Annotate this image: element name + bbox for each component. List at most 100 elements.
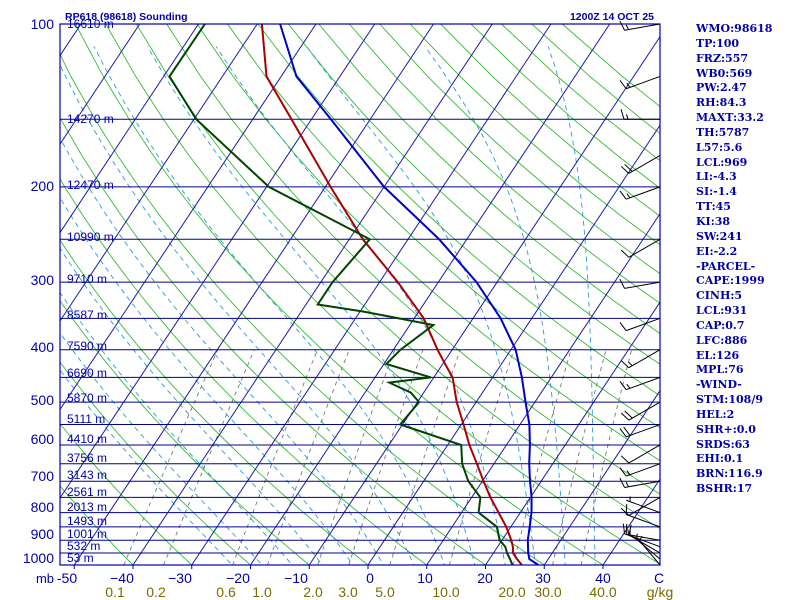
dry-adiabat-line (60, 53, 546, 565)
wind-barb (620, 109, 660, 120)
wind-barb (619, 75, 661, 90)
wind-barb-flag (619, 467, 627, 477)
wind-barb-half-flag (626, 193, 631, 199)
wind-barb (619, 278, 661, 289)
index-entry: RH:84.3 (696, 96, 747, 110)
wind-barb (619, 424, 661, 438)
wind-barb (620, 444, 661, 464)
thermodynamic-grid (0, 24, 660, 565)
index-entry: TP:100 (696, 36, 740, 50)
mixing-ratio-unit-label: g/kg (647, 584, 673, 600)
wind-barb-staff (624, 23, 661, 31)
mixing-ratio-label: 0.2 (146, 584, 166, 600)
isotherm-line (308, 35, 660, 565)
index-entry: SHR+:0.0 (696, 422, 756, 436)
pressure-label: 900 (31, 526, 55, 542)
temp-label: 40 (595, 570, 611, 586)
wind-barb-flag (619, 278, 625, 289)
index-entry: LCL:969 (696, 155, 748, 169)
wind-barb (626, 496, 661, 514)
isotherm-line (367, 124, 660, 565)
height-label: 1493 m (67, 514, 107, 528)
height-labels: 16610 m 14270 m 12470 m 10990 m 9710 m 8… (67, 17, 114, 565)
dry-adiabat-line (379, 24, 660, 275)
index-entry: WB0:569 (696, 66, 753, 80)
wind-barb-staff (628, 401, 661, 421)
mixing-ratio-label: 2.0 (303, 584, 323, 600)
temp-label: 30 (535, 570, 551, 586)
index-entry: CINH:5 (696, 289, 743, 303)
isotherm-line (60, 24, 258, 322)
pressure-label: 200 (31, 178, 55, 194)
pressure-label: 600 (31, 431, 55, 447)
sounding-indices-panel: WMO:98618 TP:100 FRZ:557 WB0:569 PW:2.47… (696, 22, 800, 497)
wind-barb-flag (628, 524, 632, 536)
plot-frame (59, 23, 661, 566)
isotherm-line (191, 24, 552, 565)
mixing-ratio-line (317, 349, 396, 565)
index-entry: BRN:116.9 (696, 467, 763, 481)
moist-adiabat-line (60, 196, 354, 565)
mixing-ratio-label: 0.1 (105, 584, 125, 600)
dry-adiabat-line (60, 422, 193, 565)
wind-barb-flag (620, 412, 630, 421)
index-entry: KI:38 (696, 214, 731, 228)
wind-barb-staff (626, 424, 661, 438)
temp-label: −10 (284, 570, 308, 586)
dry-adiabat-line (257, 24, 660, 397)
wind-barb-staff (624, 281, 661, 289)
index-entry: WMO:98618 (696, 22, 773, 35)
pressure-label: 100 (31, 16, 55, 32)
wind-barb-flag (620, 165, 630, 174)
mixing-ratio-label: 10.0 (432, 584, 459, 600)
mixing-ratio-label: 1.0 (252, 584, 272, 600)
temp-label: −20 (226, 570, 250, 586)
temp-label: -50 (57, 570, 77, 586)
parcel-trace (279, 24, 539, 565)
isotherm-line (250, 24, 611, 565)
mixing-ratio-line (163, 349, 255, 565)
index-entry: SI:-1.4 (696, 185, 737, 199)
wind-barb (625, 504, 661, 528)
mixing-ratio-line (232, 349, 318, 565)
wind-barb-flag (624, 163, 633, 172)
wind-barb-flag (619, 321, 627, 331)
wind-barb-flag (625, 523, 628, 535)
dry-adiabat-line (60, 485, 134, 565)
dry-adiabat-line (105, 24, 660, 565)
dry-adiabat-line (60, 300, 311, 565)
index-section-parcel: -PARCEL- (696, 259, 756, 273)
wind-barb (632, 533, 661, 560)
pressure-label: 500 (31, 392, 55, 408)
wind-barbs (619, 20, 661, 566)
index-entry: EL:126 (696, 348, 740, 362)
height-label: 2561 m (67, 485, 107, 499)
index-entry: PW:2.47 (696, 81, 747, 95)
wind-barb-staff (626, 463, 661, 477)
mixing-ratio-line (123, 349, 219, 565)
height-label: 10990 m (67, 230, 114, 244)
dry-adiabat-line (60, 178, 428, 565)
wind-barb-staff (626, 514, 661, 528)
wind-barb-staff (628, 155, 661, 174)
moist-adiabat-line (60, 137, 384, 565)
dry-adiabat-line (348, 24, 660, 304)
index-entry: CAPE:1999 (696, 274, 765, 288)
temp-label: 0 (366, 570, 374, 586)
dry-adiabat-line (60, 116, 487, 565)
isotherm-line (60, 24, 141, 145)
pressure-label: 400 (31, 339, 55, 355)
temp-label: −40 (110, 570, 134, 586)
index-entry: BSHR:17 (696, 482, 753, 496)
isotherm-line (543, 389, 660, 565)
index-entry: TT:45 (696, 200, 731, 214)
isotherm-line (0, 24, 22, 565)
height-label: 9710 m (67, 272, 107, 286)
wind-barb-staff (626, 376, 661, 391)
isotherm-line (426, 212, 660, 565)
height-label: 4410 m (67, 432, 107, 446)
wind-barb-half-flag (639, 535, 643, 541)
index-entry: LCL:931 (696, 304, 748, 318)
wind-barb (620, 401, 661, 421)
index-entry: L57:5.6 (696, 140, 743, 154)
